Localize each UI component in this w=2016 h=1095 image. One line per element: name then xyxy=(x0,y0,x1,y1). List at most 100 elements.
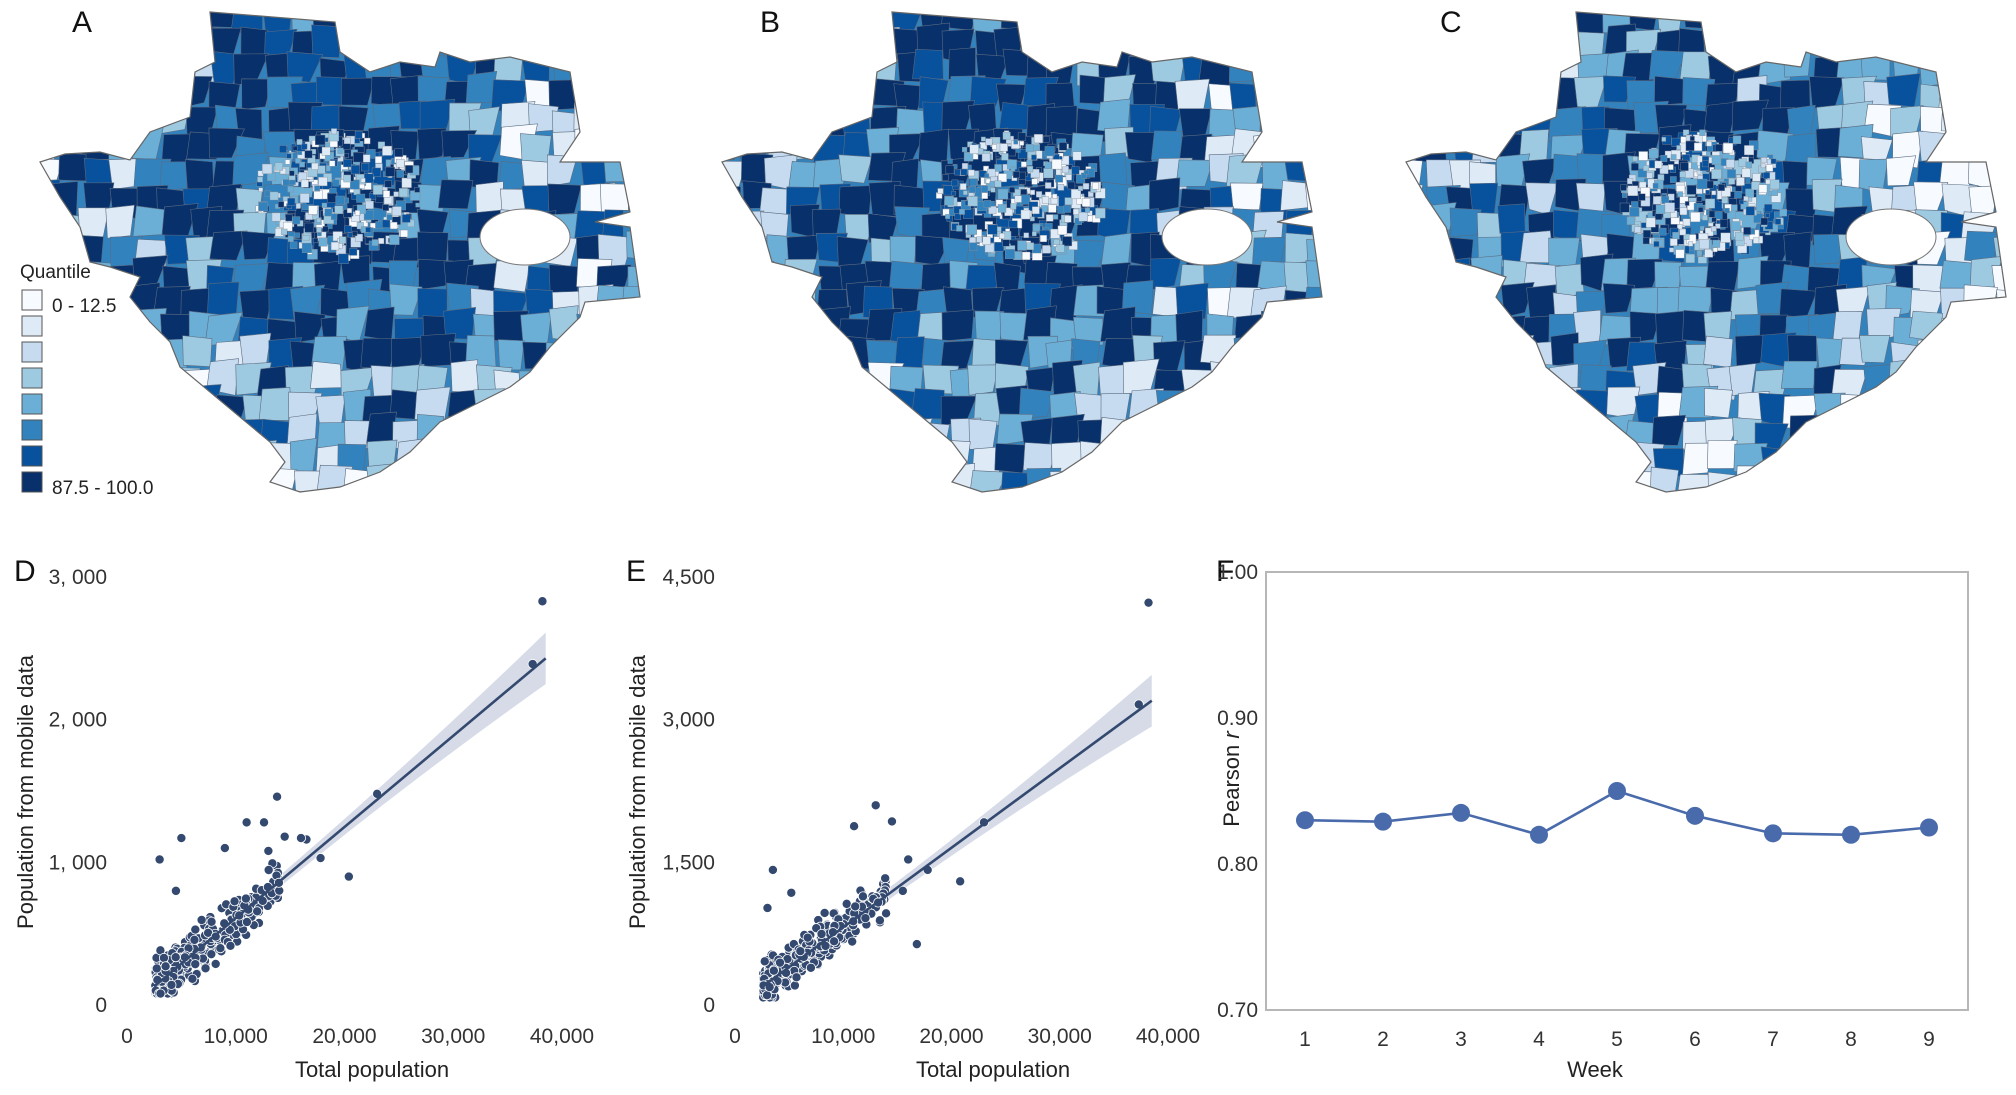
x-tick-label: 3 xyxy=(1455,1028,1467,1051)
y-tick-label: 3,000 xyxy=(662,709,715,732)
scatter-chart-e: 0 1,500 3,000 4,500 0 10,000 20,000 30,000 40,00… xyxy=(662,566,1200,1048)
x-tick-label: 1 xyxy=(1299,1028,1311,1051)
scatter-chart-d: 0 1, 000 2, 000 3, 000 0 10,000 20,000 30,000 40… xyxy=(49,566,595,1048)
data-point xyxy=(1608,782,1626,800)
scatter-point xyxy=(343,871,354,882)
y-tick-label: 0.90 xyxy=(1217,707,1258,730)
y-tick-label: 1,500 xyxy=(662,851,715,874)
scatter-point xyxy=(176,833,187,844)
map-panel-c xyxy=(1405,11,2007,493)
data-point xyxy=(1686,806,1704,825)
scatter-point xyxy=(795,946,806,957)
scatter-point xyxy=(187,973,198,984)
scatter-point xyxy=(847,936,858,947)
scatter-point xyxy=(252,906,263,917)
scatter-point xyxy=(200,963,211,974)
x-tick-label: 10,000 xyxy=(204,1025,268,1048)
scatter-point xyxy=(241,916,252,927)
scatter-point xyxy=(229,896,240,907)
scatter-point xyxy=(874,915,885,926)
x-tick-label: 9 xyxy=(1923,1028,1935,1051)
panel-label-c: C xyxy=(1440,6,1462,39)
chart-f-xlabel: Week xyxy=(1567,1057,1624,1082)
map-panel-b xyxy=(721,11,1323,493)
scatter-point xyxy=(295,833,306,844)
x-tick-label: 40,000 xyxy=(530,1025,594,1048)
scatter-point xyxy=(206,916,217,927)
scatter-point xyxy=(870,800,881,811)
scatter-point xyxy=(154,854,165,865)
scatter-point xyxy=(190,924,201,935)
data-point xyxy=(1374,812,1392,831)
quantile-legend: Quantile 0 - 12.5 87.5 - 100.0 xyxy=(20,262,153,499)
x-tick-label: 40,000 xyxy=(1136,1025,1200,1048)
legend-swatch xyxy=(21,419,43,441)
scatter-point xyxy=(166,979,177,990)
scatter-point xyxy=(850,901,861,912)
legend-swatch xyxy=(21,471,43,493)
regression-line xyxy=(153,657,547,988)
scatter-point xyxy=(155,988,166,999)
legend-low-label: 0 - 12.5 xyxy=(52,296,116,317)
data-point xyxy=(1530,825,1548,844)
panel-label-f: F xyxy=(1216,555,1234,588)
scatter-point xyxy=(759,956,770,967)
x-tick-label: 10,000 xyxy=(811,1025,875,1048)
x-tick-label: 0 xyxy=(729,1025,741,1048)
scatter-point xyxy=(225,940,236,951)
scatter-point xyxy=(955,876,966,887)
scatter-point xyxy=(263,864,274,875)
scatter-point xyxy=(241,817,252,828)
legend-swatch xyxy=(21,341,43,363)
legend-swatch xyxy=(21,393,43,415)
scatter-point xyxy=(767,864,778,875)
x-tick-label: 20,000 xyxy=(919,1025,983,1048)
scatter-point xyxy=(857,891,868,902)
scatter-point xyxy=(880,873,891,884)
scatter-point xyxy=(170,952,181,963)
scatter-point xyxy=(768,965,779,976)
y-tick-label: 0.70 xyxy=(1217,999,1258,1022)
scatter-point xyxy=(272,791,283,802)
data-point xyxy=(1452,803,1470,822)
scatter-point xyxy=(151,963,162,974)
scatter-point xyxy=(805,962,816,973)
x-tick-label: 30,000 xyxy=(1028,1025,1092,1048)
x-tick-label: 4 xyxy=(1533,1028,1545,1051)
scatter-point xyxy=(789,980,800,991)
scatter-point xyxy=(897,885,908,896)
legend-swatch xyxy=(21,315,43,337)
scatter-point xyxy=(886,816,897,827)
scatter-point xyxy=(190,959,201,970)
x-tick-label: 20,000 xyxy=(312,1025,376,1048)
y-tick-label: 1.00 xyxy=(1217,561,1258,584)
scatter-point xyxy=(537,596,548,607)
scatter-point xyxy=(279,831,290,842)
scatter-point xyxy=(160,961,171,972)
scatter-point xyxy=(819,907,830,918)
x-tick-label: 30,000 xyxy=(421,1025,485,1048)
scatter-point xyxy=(802,932,813,943)
y-tick-label: 3, 000 xyxy=(49,566,107,589)
scatter-point xyxy=(210,958,221,969)
scatter-point xyxy=(791,972,802,983)
scatter-point xyxy=(911,939,922,950)
x-tick-label: 7 xyxy=(1767,1028,1779,1051)
scatter-point xyxy=(315,853,326,864)
scatter-point xyxy=(206,949,217,960)
chart-e-xlabel: Total population xyxy=(916,1057,1070,1082)
y-tick-label: 4,500 xyxy=(662,566,715,589)
scatter-point xyxy=(196,914,207,925)
scatter-point xyxy=(841,898,852,909)
scatter-point xyxy=(881,908,892,919)
data-point xyxy=(1764,824,1782,843)
legend-swatch xyxy=(21,445,43,467)
scatter-point xyxy=(786,887,797,898)
legend-swatch xyxy=(21,289,43,311)
scatter-point xyxy=(189,934,200,945)
scatter-point xyxy=(263,845,274,856)
panel-label-d: D xyxy=(14,555,36,588)
x-tick-label: 8 xyxy=(1845,1028,1857,1051)
y-tick-label: 2, 000 xyxy=(49,709,107,732)
scatter-point xyxy=(259,817,270,828)
